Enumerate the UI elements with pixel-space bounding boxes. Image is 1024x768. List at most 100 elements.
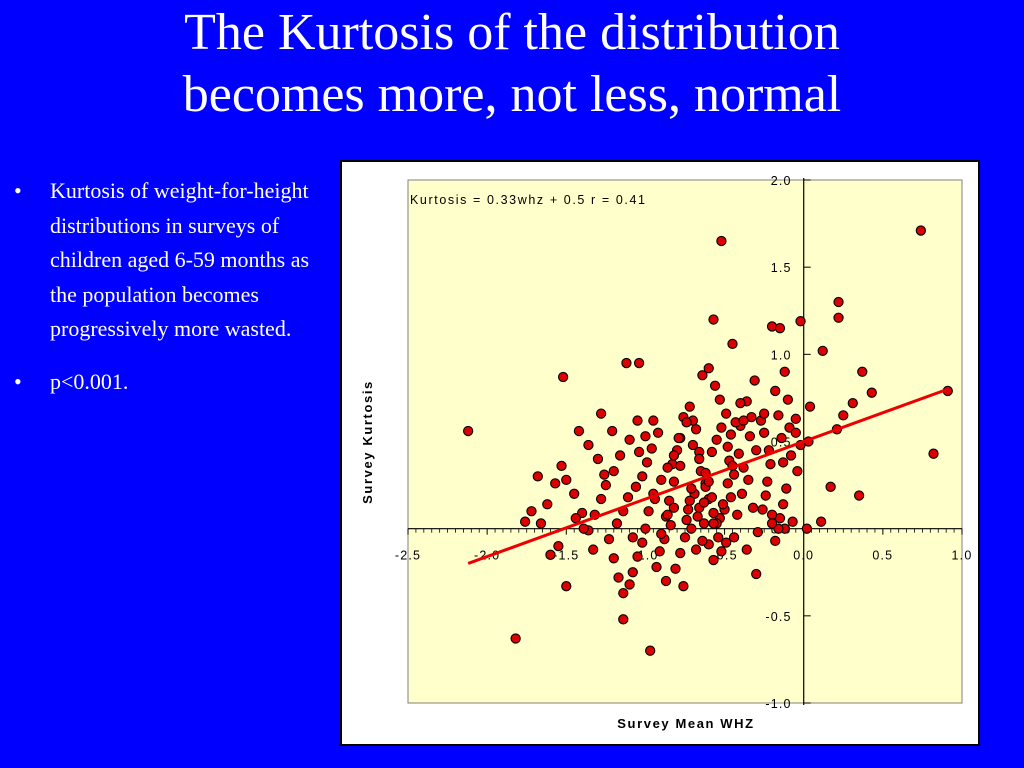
bullet-text: Kurtosis of weight-for-height distributi… <box>50 178 310 341</box>
trend-line <box>467 388 947 565</box>
bullet-icon: • <box>14 178 22 203</box>
data-point <box>928 448 939 459</box>
data-point <box>681 514 692 526</box>
data-point <box>690 424 702 435</box>
data-point <box>660 575 672 587</box>
data-point <box>683 504 694 515</box>
data-point <box>569 488 580 499</box>
data-point <box>603 533 615 545</box>
data-point <box>747 502 759 513</box>
data-point <box>656 474 667 486</box>
data-point <box>713 532 724 543</box>
data-point <box>550 478 561 489</box>
data-point <box>833 312 844 323</box>
data-point <box>790 427 801 438</box>
data-point <box>664 495 675 506</box>
chart-svg: -2.5-2.0-1.5-1.0-0.50.00.51.02.01.51.00.… <box>340 160 980 746</box>
data-point <box>717 499 729 510</box>
data-point <box>684 495 695 506</box>
data-point <box>545 549 556 560</box>
data-point <box>630 481 642 492</box>
data-point <box>801 523 813 534</box>
data-point <box>751 568 762 580</box>
data-point <box>795 316 806 327</box>
data-point <box>643 506 654 517</box>
data-point <box>777 457 789 468</box>
y-tick-label: 1.5 <box>771 261 792 275</box>
x-tick-label: -1.5 <box>553 549 579 563</box>
data-point <box>592 453 604 465</box>
scatter-chart: -2.5-2.0-1.5-1.0-0.50.00.51.02.01.51.00.… <box>340 160 980 746</box>
data-point <box>736 488 748 499</box>
data-point <box>744 431 756 442</box>
data-point <box>847 397 858 409</box>
data-point <box>741 544 752 555</box>
data-point <box>722 441 733 452</box>
data-point <box>608 553 619 564</box>
data-point <box>727 338 738 350</box>
data-point <box>652 427 664 438</box>
data-point <box>599 469 610 480</box>
data-point <box>595 493 607 505</box>
data-point <box>708 554 719 566</box>
data-point <box>766 518 778 529</box>
data-point <box>760 490 771 501</box>
data-point <box>708 507 719 519</box>
data-point <box>825 481 836 492</box>
data-point <box>725 492 737 503</box>
data-point <box>633 357 645 369</box>
data-point <box>774 323 786 334</box>
data-point <box>553 540 564 552</box>
data-point <box>670 563 681 574</box>
data-point <box>728 469 740 480</box>
data-point <box>595 408 607 419</box>
data-point <box>721 408 732 419</box>
data-point <box>815 516 827 527</box>
y-axis-label: Survey Kurtosis <box>360 380 375 504</box>
data-point <box>714 394 725 405</box>
data-point <box>779 366 790 377</box>
x-axis-label: Survey Mean WHZ <box>617 716 754 731</box>
data-point <box>781 483 792 494</box>
data-point <box>785 450 797 461</box>
y-tick-label: -1.0 <box>765 697 791 711</box>
data-point <box>770 385 781 397</box>
data-point <box>792 465 803 477</box>
data-point <box>526 506 537 517</box>
bullet-item: • Kurtosis of weight-for-height distribu… <box>14 174 332 347</box>
bullet-text: p<0.001. <box>50 368 129 394</box>
data-point <box>570 513 581 524</box>
data-point <box>687 439 699 451</box>
data-point <box>675 547 686 559</box>
data-point <box>681 417 692 428</box>
data-point <box>646 443 657 454</box>
data-point <box>787 516 798 527</box>
data-point <box>692 511 703 522</box>
slide-title: The Kurtosis of the distribution becomes… <box>0 2 1024 126</box>
data-point <box>608 465 619 477</box>
data-point <box>752 527 763 538</box>
data-point <box>866 387 877 398</box>
data-point <box>557 371 569 383</box>
data-point <box>766 509 778 520</box>
data-point <box>817 345 828 356</box>
data-point <box>738 415 749 426</box>
x-tick-label: -2.5 <box>395 549 421 563</box>
data-point <box>618 614 629 625</box>
data-point <box>621 357 632 369</box>
data-point <box>578 523 589 534</box>
data-point <box>697 535 708 547</box>
data-point <box>654 546 665 557</box>
data-point <box>588 544 599 555</box>
data-point <box>708 518 719 529</box>
y-tick-label: -0.5 <box>765 610 791 624</box>
data-point <box>600 479 612 491</box>
data-point <box>686 523 697 534</box>
data-point <box>853 490 865 501</box>
data-point <box>765 459 776 470</box>
data-point <box>583 439 594 451</box>
data-point <box>706 446 718 458</box>
data-point <box>915 225 926 236</box>
data-point <box>561 474 572 486</box>
data-point <box>673 432 684 444</box>
